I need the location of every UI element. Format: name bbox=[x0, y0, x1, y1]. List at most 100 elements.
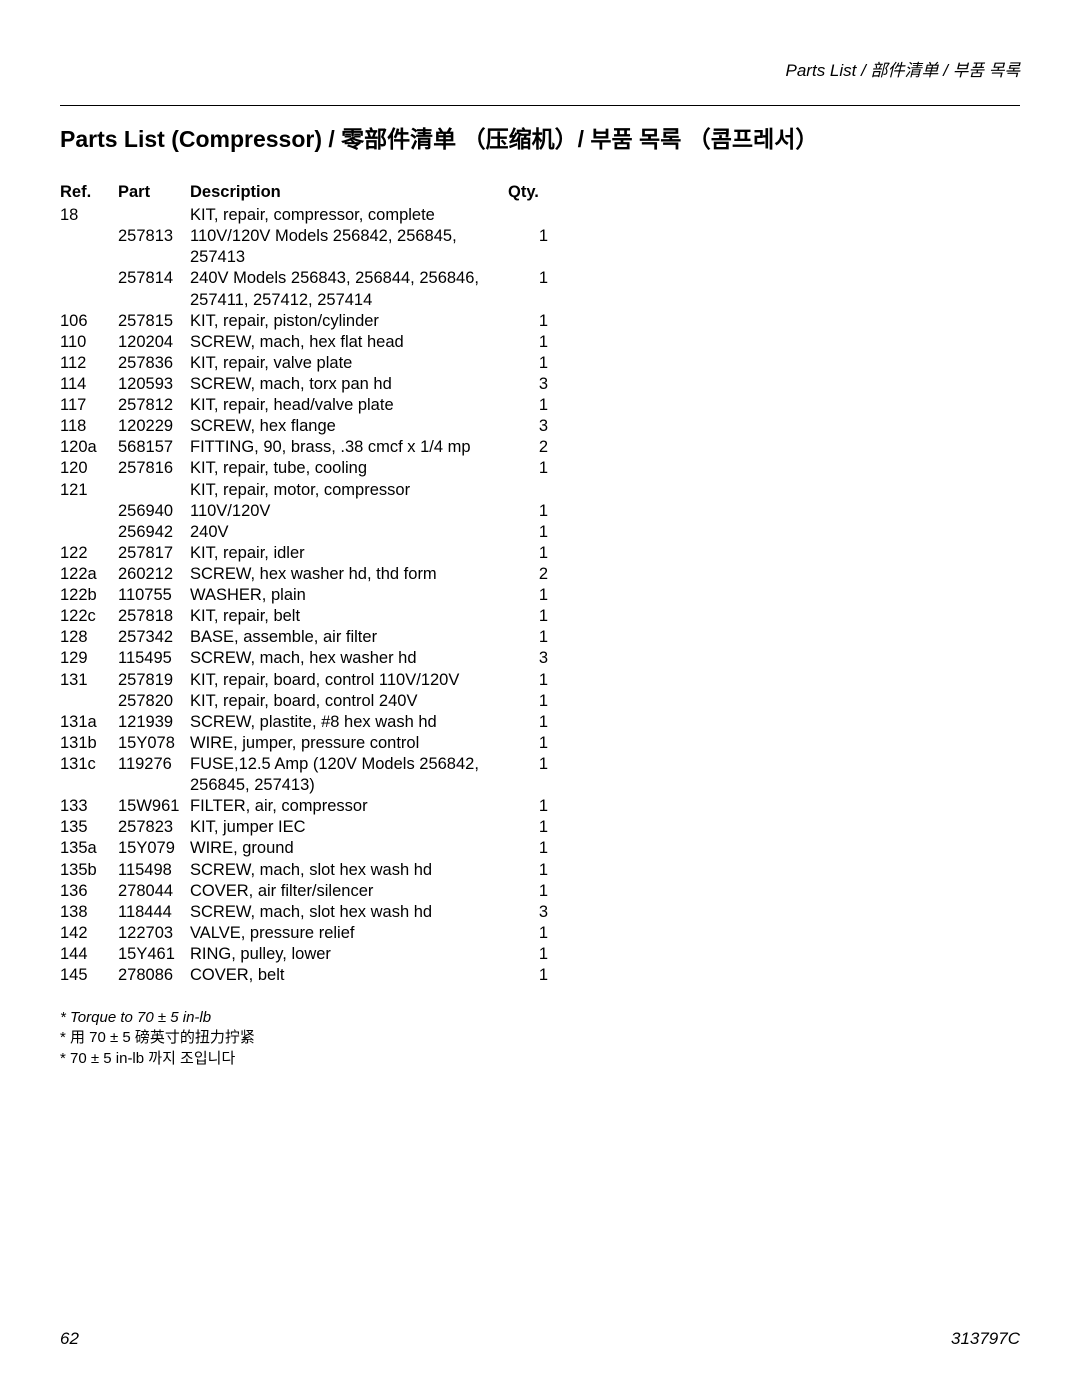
cell-part: 257820 bbox=[118, 691, 190, 712]
cell-part: 568157 bbox=[118, 437, 190, 458]
cell-qty: 1 bbox=[508, 543, 548, 564]
table-row: 122c257818KIT, repair, belt1 bbox=[60, 606, 1020, 627]
table-row: 131a121939SCREW, plastite, #8 hex wash h… bbox=[60, 712, 1020, 733]
cell-ref: 142 bbox=[60, 923, 118, 944]
cell-ref bbox=[60, 522, 118, 543]
cell-part: 256942 bbox=[118, 522, 190, 543]
table-row: 131b15Y078WIRE, jumper, pressure control… bbox=[60, 733, 1020, 754]
cell-part: 257342 bbox=[118, 627, 190, 648]
table-row: 121KIT, repair, motor, compressor bbox=[60, 480, 1020, 501]
cell-qty: 1 bbox=[508, 796, 548, 817]
cell-desc: COVER, air filter/silencer bbox=[190, 881, 508, 902]
cell-qty: 1 bbox=[508, 733, 548, 754]
cell-ref: 135 bbox=[60, 817, 118, 838]
cell-part: 257814 bbox=[118, 268, 190, 310]
cell-ref: 122 bbox=[60, 543, 118, 564]
page-number: 62 bbox=[60, 1329, 79, 1349]
table-body: 18KIT, repair, compressor, complete25781… bbox=[60, 205, 1020, 986]
cell-part: 257818 bbox=[118, 606, 190, 627]
cell-qty: 1 bbox=[508, 332, 548, 353]
cell-qty: 1 bbox=[508, 670, 548, 691]
cell-desc: WIRE, jumper, pressure control bbox=[190, 733, 508, 754]
cell-part: 257812 bbox=[118, 395, 190, 416]
cell-qty: 1 bbox=[508, 881, 548, 902]
cell-desc: SCREW, plastite, #8 hex wash hd bbox=[190, 712, 508, 733]
table-row: 257820KIT, repair, board, control 240V1 bbox=[60, 691, 1020, 712]
cell-ref: 133 bbox=[60, 796, 118, 817]
cell-desc: SCREW, mach, slot hex wash hd bbox=[190, 860, 508, 881]
note-zh: * 用 70 ± 5 磅英寸的扭力拧紧 bbox=[60, 1028, 1020, 1048]
cell-part: 257813 bbox=[118, 226, 190, 268]
table-row: 120257816KIT, repair, tube, cooling1 bbox=[60, 458, 1020, 479]
cell-qty: 1 bbox=[508, 817, 548, 838]
table-row: 257814240V Models 256843, 256844, 256846… bbox=[60, 268, 1020, 310]
cell-ref: 131c bbox=[60, 754, 118, 796]
note-ko: * 70 ± 5 in-lb 까지 조입니다 bbox=[60, 1049, 1020, 1069]
cell-desc: 240V Models 256843, 256844, 256846, 2574… bbox=[190, 268, 508, 310]
cell-qty: 1 bbox=[508, 965, 548, 986]
cell-qty: 1 bbox=[508, 606, 548, 627]
cell-part: 257823 bbox=[118, 817, 190, 838]
table-header: Ref. Part Description Qty. bbox=[60, 182, 1020, 203]
table-row: 257813110V/120V Models 256842, 256845, 2… bbox=[60, 226, 1020, 268]
cell-qty: 3 bbox=[508, 902, 548, 923]
cell-part: 257816 bbox=[118, 458, 190, 479]
table-row: 122b110755WASHER, plain1 bbox=[60, 585, 1020, 606]
cell-qty: 3 bbox=[508, 648, 548, 669]
col-header-part: Part bbox=[118, 182, 190, 203]
cell-desc: KIT, repair, tube, cooling bbox=[190, 458, 508, 479]
cell-ref: 18 bbox=[60, 205, 118, 226]
cell-desc: RING, pulley, lower bbox=[190, 944, 508, 965]
table-row: 117257812KIT, repair, head/valve plate1 bbox=[60, 395, 1020, 416]
cell-qty: 2 bbox=[508, 437, 548, 458]
table-row: 120a568157FITTING, 90, brass, .38 cmcf x… bbox=[60, 437, 1020, 458]
header-rule bbox=[60, 105, 1020, 106]
cell-part: 15Y461 bbox=[118, 944, 190, 965]
table-row: 129115495SCREW, mach, hex washer hd3 bbox=[60, 648, 1020, 669]
cell-ref: 122c bbox=[60, 606, 118, 627]
table-row: 256942240V1 bbox=[60, 522, 1020, 543]
table-row: 112257836KIT, repair, valve plate1 bbox=[60, 353, 1020, 374]
table-row: 131257819KIT, repair, board, control 110… bbox=[60, 670, 1020, 691]
cell-ref: 120a bbox=[60, 437, 118, 458]
page-title: Parts List (Compressor) / 零部件清单 （压缩机）/ 부… bbox=[60, 120, 1020, 154]
cell-desc: KIT, repair, head/valve plate bbox=[190, 395, 508, 416]
cell-qty: 1 bbox=[508, 458, 548, 479]
cell-ref: 122b bbox=[60, 585, 118, 606]
cell-qty: 1 bbox=[508, 838, 548, 859]
cell-desc: KIT, repair, board, control 110V/120V bbox=[190, 670, 508, 691]
cell-ref: 112 bbox=[60, 353, 118, 374]
cell-ref bbox=[60, 226, 118, 268]
cell-ref: 145 bbox=[60, 965, 118, 986]
page-footer: 62 313797C bbox=[60, 1329, 1020, 1349]
cell-qty: 1 bbox=[508, 691, 548, 712]
table-row: 145278086COVER, belt1 bbox=[60, 965, 1020, 986]
col-header-ref: Ref. bbox=[60, 182, 118, 203]
table-row: 138118444SCREW, mach, slot hex wash hd3 bbox=[60, 902, 1020, 923]
cell-ref: 128 bbox=[60, 627, 118, 648]
cell-desc: SCREW, hex flange bbox=[190, 416, 508, 437]
cell-part: 257817 bbox=[118, 543, 190, 564]
cell-part: 118444 bbox=[118, 902, 190, 923]
cell-ref: 138 bbox=[60, 902, 118, 923]
cell-part: 122703 bbox=[118, 923, 190, 944]
table-row: 106257815KIT, repair, piston/cylinder1 bbox=[60, 311, 1020, 332]
cell-desc: KIT, repair, idler bbox=[190, 543, 508, 564]
cell-desc: KIT, repair, compressor, complete bbox=[190, 205, 508, 226]
cell-qty: 1 bbox=[508, 311, 548, 332]
table-row: 122a260212SCREW, hex washer hd, thd form… bbox=[60, 564, 1020, 585]
cell-part: 110755 bbox=[118, 585, 190, 606]
cell-ref: 131a bbox=[60, 712, 118, 733]
cell-ref: 114 bbox=[60, 374, 118, 395]
cell-desc: KIT, repair, piston/cylinder bbox=[190, 311, 508, 332]
cell-part: 119276 bbox=[118, 754, 190, 796]
cell-part: 257815 bbox=[118, 311, 190, 332]
cell-desc: SCREW, mach, torx pan hd bbox=[190, 374, 508, 395]
cell-desc: SCREW, mach, slot hex wash hd bbox=[190, 902, 508, 923]
cell-part: 115495 bbox=[118, 648, 190, 669]
cell-part: 120593 bbox=[118, 374, 190, 395]
cell-part: 15Y079 bbox=[118, 838, 190, 859]
cell-desc: SCREW, mach, hex washer hd bbox=[190, 648, 508, 669]
cell-part bbox=[118, 205, 190, 226]
cell-desc: SCREW, hex washer hd, thd form bbox=[190, 564, 508, 585]
